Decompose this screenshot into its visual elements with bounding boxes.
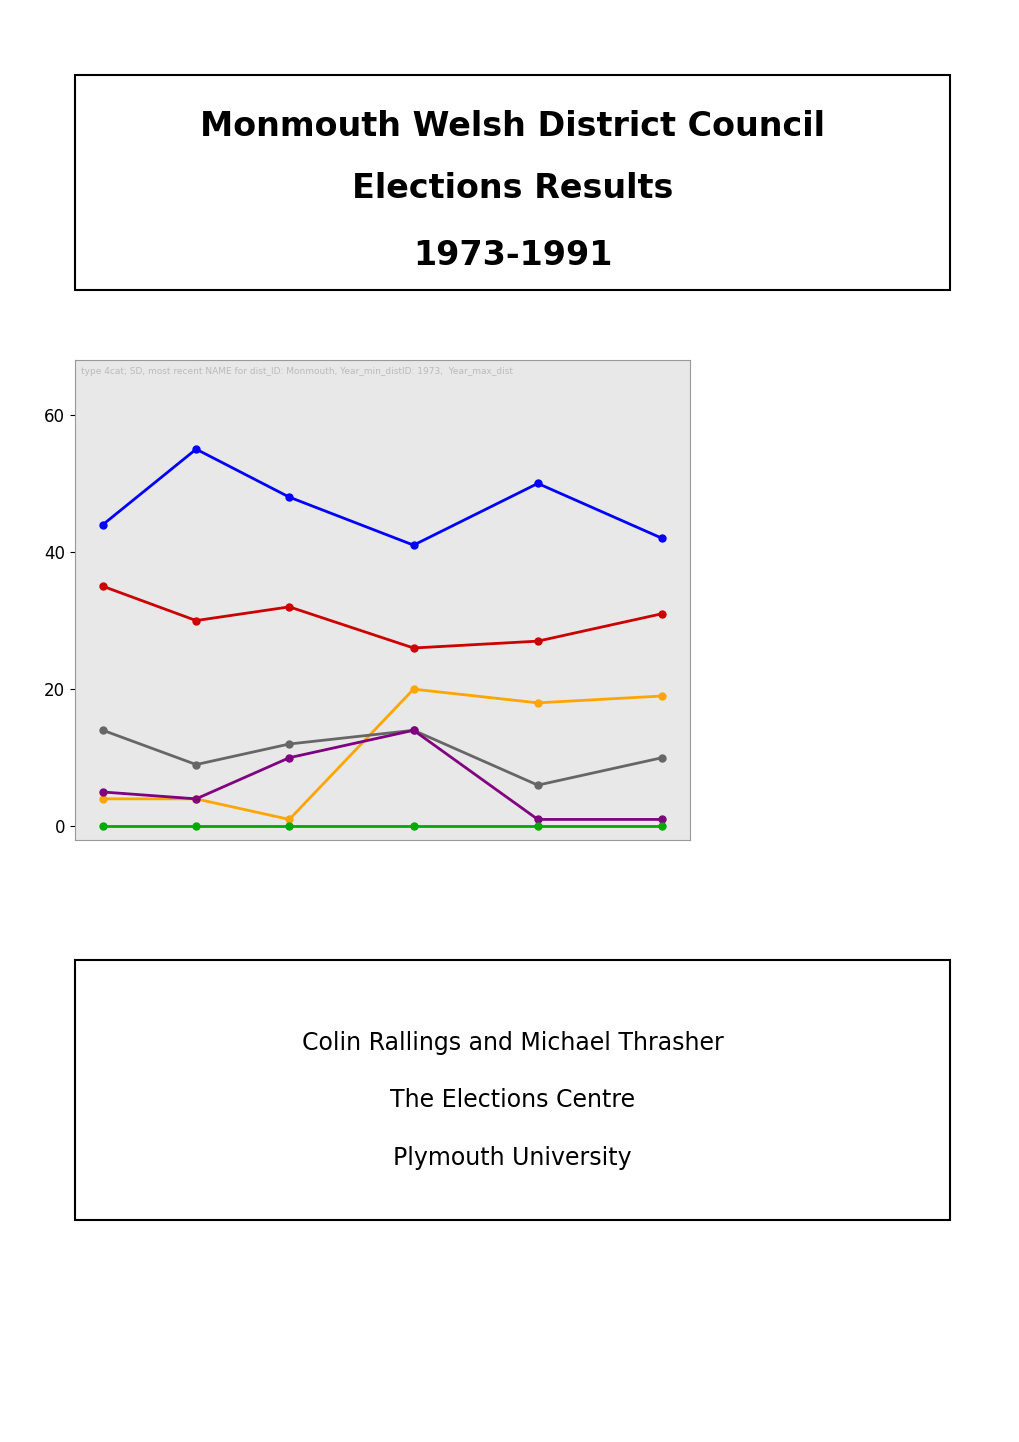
Text: Elections Results: Elections Results [352, 173, 673, 205]
Text: Colin Rallings and Michael Thrasher: Colin Rallings and Michael Thrasher [302, 1031, 722, 1056]
FancyBboxPatch shape [75, 75, 949, 290]
Text: type 4cat; SD, most recent NAME for dist_ID: Monmouth, Year_min_distID: 1973,  Y: type 4cat; SD, most recent NAME for dist… [82, 368, 513, 376]
Text: Plymouth University: Plymouth University [392, 1145, 631, 1169]
Text: 1973-1991: 1973-1991 [413, 239, 611, 273]
Text: Monmouth Welsh District Council: Monmouth Welsh District Council [200, 110, 824, 143]
FancyBboxPatch shape [75, 960, 949, 1220]
Text: The Elections Centre: The Elections Centre [389, 1089, 635, 1112]
